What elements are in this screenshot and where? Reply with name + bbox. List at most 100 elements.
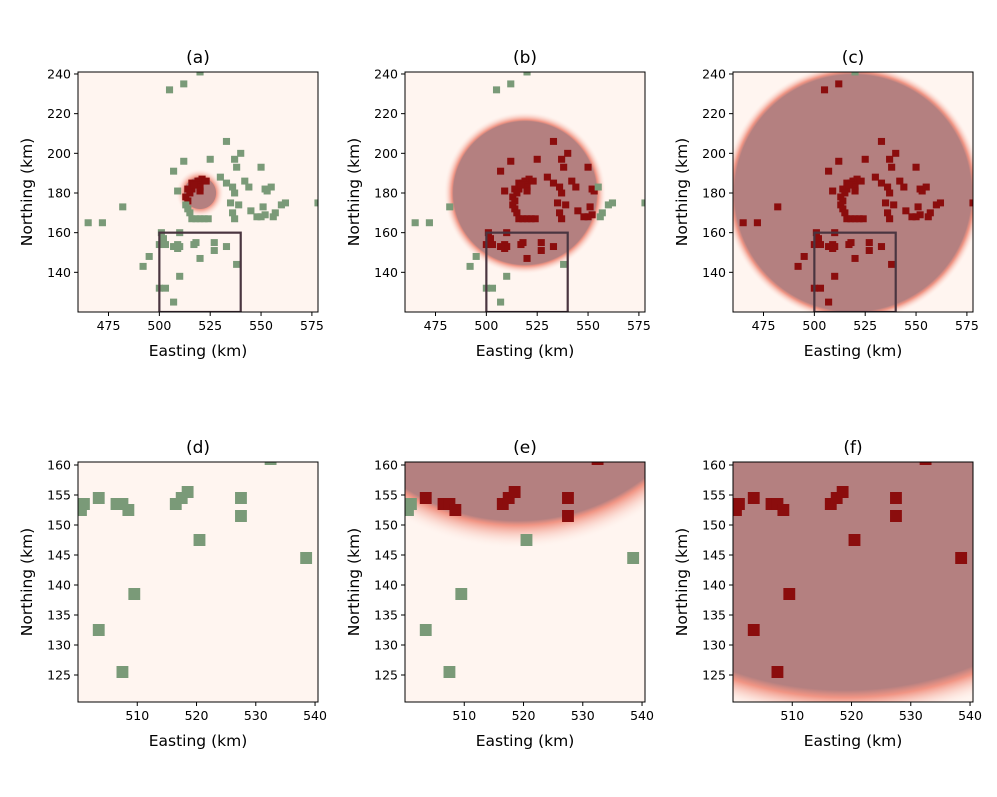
active-site-marker: [853, 175, 861, 183]
inactive-site-marker: [184, 205, 192, 213]
inactive-site-marker: [145, 252, 153, 260]
inactive-site-marker: [641, 199, 645, 207]
active-site-marker: [184, 185, 192, 193]
active-site-marker: [884, 209, 892, 217]
inactive-site-marker: [196, 254, 204, 262]
inactive-site-marker: [181, 486, 194, 498]
x-tick-label: 475: [752, 318, 776, 333]
active-site-marker: [839, 197, 847, 205]
y-tick-label: 140: [47, 265, 71, 280]
y-ticks: 140 160 180 200 220 240: [47, 66, 78, 280]
active-site-marker: [916, 211, 924, 219]
inactive-site-marker: [259, 203, 267, 211]
active-site-marker: [549, 137, 558, 145]
inactive-site-marker: [455, 588, 468, 600]
y-tick-label: 200: [47, 146, 71, 161]
inactive-site-marker: [277, 201, 285, 209]
x-ticks: 475 500 525 550 575: [97, 312, 324, 333]
y-tick-label: 130: [702, 638, 726, 653]
x-tick-label: 530: [899, 708, 923, 723]
y-axis-label: Northing (km): [345, 138, 363, 246]
active-site-marker: [865, 247, 873, 254]
inactive-site-marker: [419, 624, 432, 636]
inactive-site-marker: [466, 262, 474, 270]
active-site-marker: [955, 552, 968, 564]
active-site-marker: [814, 235, 822, 243]
inactive-site-marker: [596, 213, 604, 221]
active-site-marker: [419, 492, 432, 504]
active-site-marker: [837, 193, 845, 201]
panel-title: (d): [186, 438, 210, 458]
inactive-site-marker: [300, 552, 313, 564]
y-tick-label: 180: [374, 185, 398, 200]
y-ticks: 140 160 180 200 220 240: [374, 66, 405, 280]
active-site-marker: [839, 185, 847, 193]
influence-area: [405, 462, 645, 549]
active-site-marker: [884, 183, 892, 191]
active-site-marker: [912, 163, 920, 171]
y-tick-label: 140: [702, 265, 726, 280]
inactive-site-marker: [128, 588, 141, 600]
y-tick-label: 240: [702, 66, 726, 81]
y-tick-label: 145: [702, 548, 726, 563]
y-tick-label: 140: [702, 578, 726, 593]
markers-layer: [78, 462, 313, 678]
y-ticks: 140 160 180 200 220 240: [702, 66, 733, 280]
y-tick-label: 155: [702, 488, 726, 503]
active-site-marker: [509, 193, 517, 201]
y-tick-label: 125: [47, 668, 71, 683]
y-axis-label: Northing (km): [673, 528, 691, 636]
x-tick-label: 575: [955, 318, 979, 333]
inactive-site-marker: [222, 137, 231, 145]
active-site-marker: [857, 177, 865, 185]
y-ticks: 125 130 135 140 145 150 155 160: [374, 458, 405, 683]
active-site-marker: [918, 187, 926, 195]
active-site-marker: [861, 155, 869, 163]
inactive-site-marker: [190, 241, 198, 249]
active-site-marker: [829, 245, 837, 252]
y-axis-label: Northing (km): [18, 138, 36, 246]
markers-layer: [405, 462, 640, 678]
x-axis-label: Easting (km): [804, 732, 903, 750]
active-site-marker: [836, 486, 849, 498]
active-site-marker: [508, 486, 521, 498]
inactive-site-marker: [222, 179, 231, 187]
active-site-marker: [182, 193, 190, 201]
active-site-marker: [543, 173, 551, 181]
active-site-marker: [825, 298, 833, 306]
inactive-site-marker: [216, 173, 224, 181]
inactive-site-marker: [188, 215, 196, 223]
x-tick-label: 540: [630, 708, 654, 723]
x-axis-label: Easting (km): [476, 342, 575, 360]
inactive-site-marker: [180, 157, 188, 165]
active-site-marker: [825, 167, 833, 175]
inactive-site-marker: [425, 219, 433, 227]
inactive-site-marker: [233, 163, 241, 171]
x-tick-label: 510: [125, 708, 149, 723]
active-site-marker: [202, 177, 210, 185]
inactive-site-marker: [92, 492, 105, 504]
y-tick-label: 220: [47, 106, 71, 121]
active-site-marker: [922, 183, 930, 191]
active-site-marker: [556, 209, 564, 217]
inactive-site-marker: [851, 72, 859, 76]
active-site-marker: [835, 157, 843, 165]
active-site-marker: [562, 510, 574, 522]
inactive-site-marker: [193, 534, 206, 546]
inactive-site-marker: [245, 183, 253, 191]
active-site-marker: [497, 167, 505, 175]
x-axis-label: Easting (km): [149, 342, 248, 360]
active-site-marker: [851, 187, 859, 195]
active-site-marker: [831, 272, 839, 280]
active-site-marker: [449, 504, 462, 516]
inactive-site-marker: [263, 187, 271, 195]
y-tick-label: 130: [47, 638, 71, 653]
inactive-site-marker: [271, 209, 279, 217]
y-tick-label: 240: [374, 66, 398, 81]
active-site-marker: [839, 205, 847, 213]
active-site-marker: [198, 175, 206, 183]
inactive-site-marker: [84, 219, 92, 227]
active-site-marker: [501, 245, 509, 252]
panel-title: (e): [513, 438, 537, 458]
active-site-marker: [820, 86, 829, 94]
